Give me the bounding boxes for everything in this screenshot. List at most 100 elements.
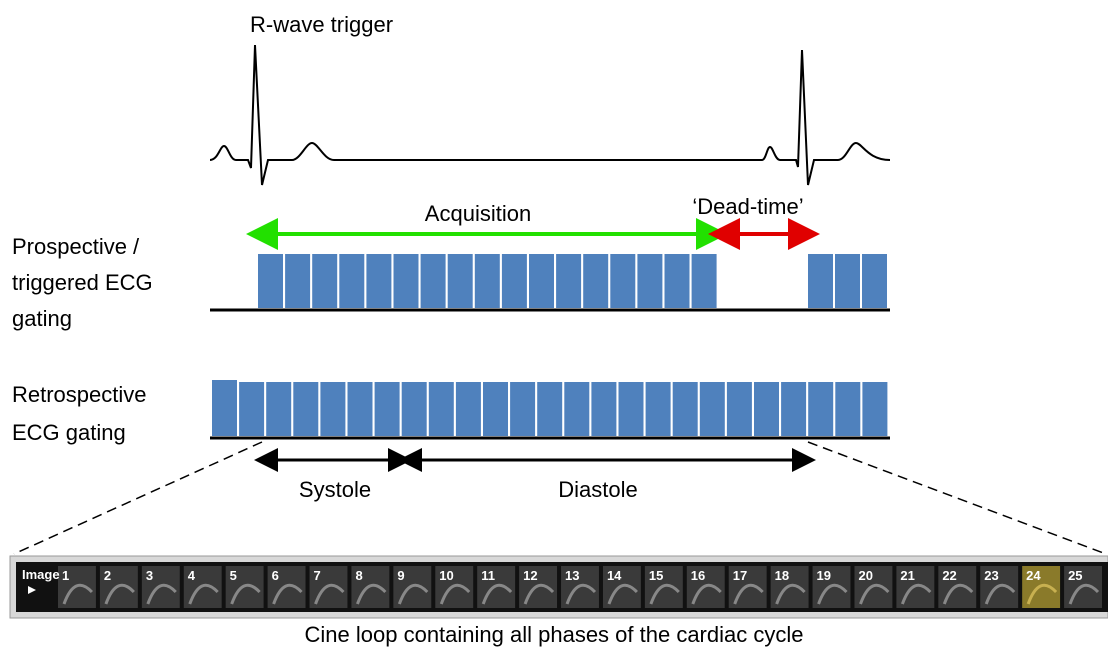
frame-number: 5	[230, 568, 237, 583]
acquisition-block	[862, 254, 887, 308]
acquisition-block	[664, 254, 690, 308]
acquisition-block	[672, 382, 698, 436]
frame-number: 12	[523, 568, 537, 583]
ecg-trace	[209, 44, 891, 186]
trigger-label: R-wave trigger	[250, 12, 393, 37]
acquisition-block	[699, 382, 725, 436]
film-image-detail	[523, 583, 555, 605]
film-image-detail	[1068, 583, 1100, 605]
retrospective-label: Retrospective	[12, 382, 147, 407]
prospective-label: triggered ECG	[12, 270, 153, 295]
acquisition-block	[637, 254, 663, 308]
prospective-label: gating	[12, 306, 72, 331]
acquisition-block	[320, 382, 346, 436]
frame-number: 7	[314, 568, 321, 583]
acquisition-block	[447, 254, 473, 308]
frame-number: 2	[104, 568, 111, 583]
film-image-detail	[397, 583, 429, 605]
acquisition-block	[645, 382, 671, 436]
film-image-detail	[817, 583, 848, 605]
acquisition-block	[754, 382, 779, 436]
frame-number: 18	[775, 568, 789, 583]
film-image-detail	[314, 583, 345, 605]
frame-number: 15	[649, 568, 663, 583]
film-image-detail	[1026, 583, 1058, 605]
film-image-detail	[188, 583, 219, 605]
frame-number: 10	[439, 568, 453, 583]
acquisition-block	[420, 254, 446, 308]
filmstrip-frames: 1 2 3 4 5 6 7 8 9 10 11 12 13 14 15 16 17 18 19 20 21 22 23 24 2…	[58, 566, 1102, 608]
acquisition-block	[835, 254, 860, 308]
image-label: Image	[22, 567, 60, 582]
frame-number: 4	[188, 568, 196, 583]
prospective-label: Prospective /	[12, 234, 140, 259]
film-image-detail	[607, 583, 638, 605]
diastole-label: Diastole	[558, 477, 637, 502]
acquisition-block	[374, 382, 400, 436]
frame-number: 23	[984, 568, 998, 583]
frame-number: 3	[146, 568, 153, 583]
acquisition-block	[366, 254, 392, 308]
acquisition-label: Acquisition	[425, 201, 531, 226]
acquisition-block	[529, 254, 554, 308]
acquisition-block	[564, 382, 590, 436]
frame-number: 20	[858, 568, 872, 583]
zoom-line	[807, 441, 1107, 555]
film-image-detail	[691, 583, 722, 605]
frame-number: 6	[272, 568, 279, 583]
frame-number: 24	[1026, 568, 1041, 583]
film-image-detail	[481, 583, 513, 605]
acquisition-block	[537, 382, 563, 436]
acquisition-block	[339, 254, 365, 308]
frame-number: 25	[1068, 568, 1082, 583]
play-icon	[28, 586, 36, 594]
acquisition-block	[312, 254, 338, 308]
frame-number: 14	[607, 568, 622, 583]
acquisition-block	[510, 382, 536, 436]
film-image-detail	[230, 583, 261, 605]
acquisition-block	[455, 382, 481, 436]
film-image-detail	[942, 583, 974, 605]
acquisition-block	[691, 254, 717, 308]
film-image-detail	[356, 583, 387, 605]
acquisition-block	[501, 254, 527, 308]
frame-number: 22	[942, 568, 956, 583]
acquisition-block	[347, 382, 373, 436]
film-image-detail	[62, 583, 94, 605]
zoom-line	[13, 441, 263, 555]
frame-number: 16	[691, 568, 705, 583]
dead-time-label: ‘Dead-time’	[692, 194, 803, 219]
frame-number: 13	[565, 568, 579, 583]
film-image-detail	[439, 583, 471, 605]
frame-number: 11	[481, 568, 495, 583]
acquisition-block	[618, 382, 644, 436]
acquisition-block	[583, 254, 609, 308]
film-image-detail	[104, 583, 135, 605]
frame-number: 19	[817, 568, 831, 583]
film-image-detail	[984, 583, 1016, 605]
film-image-detail	[272, 583, 303, 605]
acquisition-block	[835, 382, 861, 436]
acquisition-block	[556, 254, 582, 308]
caption: Cine loop containing all phases of the c…	[305, 622, 804, 647]
acquisition-block	[239, 382, 265, 436]
acquisition-block	[428, 382, 454, 436]
film-image-detail	[146, 583, 177, 605]
acquisition-block	[212, 380, 237, 436]
frame-number: 8	[355, 568, 362, 583]
acquisition-block	[862, 382, 888, 436]
film-image-detail	[775, 583, 806, 605]
film-image-detail	[649, 583, 680, 605]
acquisition-block	[474, 254, 500, 308]
frame-number: 9	[397, 568, 404, 583]
acquisition-block	[266, 382, 292, 436]
systole-label: Systole	[299, 477, 371, 502]
acquisition-block	[285, 254, 311, 308]
film-image-detail	[565, 583, 597, 605]
film-image-detail	[859, 583, 890, 605]
frame-number: 21	[900, 568, 914, 583]
acquisition-block	[401, 382, 427, 436]
acquisition-block	[258, 254, 283, 308]
retrospective-label: ECG gating	[12, 420, 126, 445]
